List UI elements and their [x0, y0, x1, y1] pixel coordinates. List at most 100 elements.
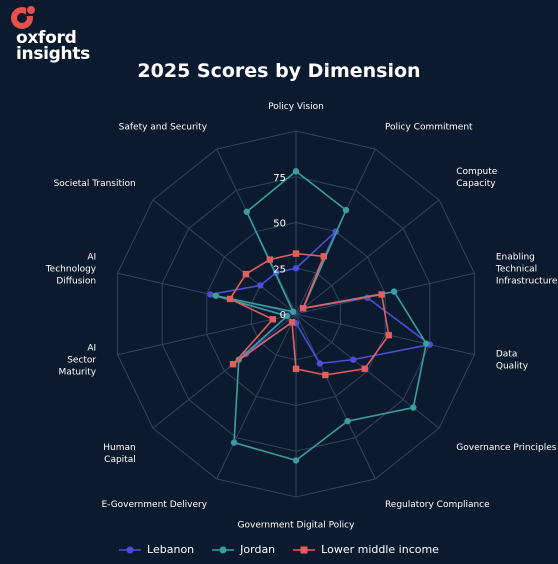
oxford-insights-logo: oxford insights: [8, 4, 128, 63]
data-point: [226, 295, 234, 303]
data-point: [423, 340, 430, 347]
axis-label-line: E-Government Delivery: [101, 500, 207, 510]
grid-spoke: [117, 272, 297, 315]
tick-label: 50: [273, 219, 286, 230]
axis-label: AI Technology Diffusion: [45, 252, 97, 286]
legend-item: Jordan: [212, 543, 275, 556]
series-lebanon: [207, 228, 434, 367]
data-point: [292, 457, 300, 464]
axis-label: Human Capital: [103, 443, 135, 465]
axis-label-line: Technology: [45, 264, 97, 274]
grid-spoke: [295, 313, 475, 356]
data-point: [378, 291, 385, 298]
axis-label: Governance Principles: [456, 443, 557, 453]
grid-spoke: [216, 313, 297, 480]
grid-spoke: [152, 199, 297, 315]
data-point: [292, 265, 300, 272]
axis-label-line: Regulatory Compliance: [385, 500, 490, 510]
data-point: [292, 365, 300, 373]
axis-label-line: AI: [87, 344, 96, 354]
radial-tick-labels: 0 25 50 75: [273, 173, 286, 321]
logo-wordmark: oxford insights: [16, 28, 90, 63]
legend-label: Lebanon: [147, 543, 195, 556]
data-point: [320, 253, 327, 260]
data-point: [288, 319, 296, 326]
data-point: [322, 371, 329, 379]
axis-label-line: Human: [103, 443, 135, 453]
axis-label-line: Government Digital Policy: [238, 520, 356, 530]
axis-label: Compute Capacity: [456, 167, 498, 189]
radar-grid: [117, 130, 475, 498]
data-point: [361, 365, 368, 372]
radar-series: [207, 168, 434, 464]
data-point: [229, 361, 237, 368]
axis-label: Government Digital Policy: [238, 520, 356, 530]
axis-label: Regulatory Compliance: [385, 500, 490, 510]
data-point: [390, 288, 398, 295]
legend-label: Lower middle income: [321, 543, 439, 556]
axis-label-line: Societal Transition: [54, 179, 136, 189]
data-point: [269, 316, 277, 323]
tick-label: 75: [273, 173, 286, 184]
data-point: [292, 168, 300, 175]
axis-label-line: Quality: [496, 362, 529, 372]
data-point: [212, 292, 219, 299]
axis-label-line: Governance Principles: [456, 443, 557, 453]
legend-swatch-icon: [212, 546, 235, 553]
data-point: [344, 417, 351, 425]
data-point: [299, 305, 307, 312]
grid-spoke: [152, 313, 297, 429]
axis-labels: Policy Vision Policy Commitment Compute Cap…: [45, 102, 558, 530]
data-point: [289, 308, 297, 315]
chart-legend: Lebanon Jordan Lower middle income: [0, 543, 558, 556]
legend-swatch-icon: [293, 546, 316, 553]
axis-label-line: Infrastructure: [496, 276, 558, 286]
axis-label-line: Capital: [104, 455, 136, 465]
legend-item: Lebanon: [119, 543, 194, 556]
axis-label-line: Diffusion: [56, 276, 96, 286]
axis-label-line: Safety and Security: [119, 122, 208, 132]
axis-label: AI Sector Maturity: [59, 344, 97, 378]
legend-label: Jordan: [240, 543, 276, 556]
grid-spoke: [117, 313, 297, 356]
axis-label-line: Policy Vision: [268, 102, 324, 112]
axis-label: Policy Vision: [268, 102, 324, 112]
legend-swatch-icon: [119, 546, 142, 553]
logo-mark-icon: [11, 6, 36, 29]
legend-item: Lower middle income: [293, 543, 439, 556]
axis-label-line: Enabling: [496, 252, 535, 262]
axis-label: Enabling Technical Infrastructure: [495, 252, 558, 286]
data-point: [385, 331, 392, 339]
data-point: [242, 270, 250, 278]
axis-label: Data Quality: [496, 350, 529, 372]
axis-label-line: AI: [87, 252, 96, 262]
grid-spoke: [295, 199, 440, 315]
data-point: [207, 291, 214, 298]
tick-label: 0: [280, 310, 286, 321]
axis-label-line: Policy Commitment: [385, 122, 473, 132]
grid-spoke: [295, 313, 376, 480]
data-point: [292, 250, 300, 257]
data-point: [316, 360, 324, 367]
data-point: [342, 206, 350, 214]
axis-label-line: Capacity: [456, 179, 496, 189]
axis-label-line: Data: [496, 350, 518, 360]
chart-title: 2025 Scores by Dimension: [137, 60, 421, 82]
data-point: [266, 256, 273, 263]
logo-line-1: oxford: [16, 28, 77, 48]
axis-label-line: Compute: [456, 167, 498, 177]
data-point: [410, 404, 417, 411]
data-point: [283, 312, 291, 320]
axis-label-line: Sector: [67, 356, 96, 366]
axis-label: E-Government Delivery: [101, 500, 207, 510]
series-lower-middle-income: [226, 250, 392, 379]
axis-label: Safety and Security: [119, 122, 208, 132]
data-point: [350, 356, 357, 363]
axis-label-line: Maturity: [59, 368, 97, 378]
axis-label-line: Technical: [495, 264, 537, 274]
axis-label: Societal Transition: [54, 179, 136, 189]
axis-label: Policy Commitment: [385, 122, 473, 132]
tick-label: 25: [273, 264, 286, 275]
